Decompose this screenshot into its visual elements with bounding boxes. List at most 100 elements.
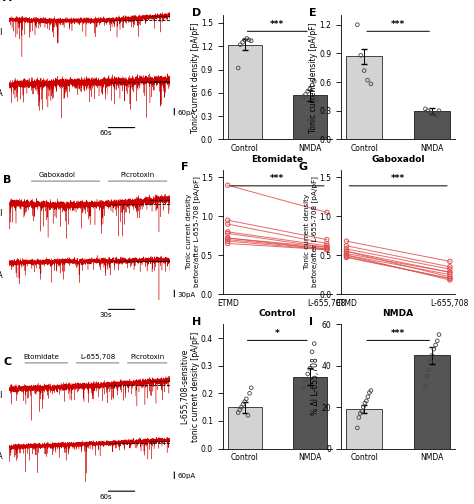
Text: E: E <box>310 8 317 18</box>
Point <box>224 235 231 243</box>
Point <box>358 407 365 415</box>
Point <box>247 384 255 392</box>
Point <box>304 87 311 95</box>
Bar <box>346 409 382 449</box>
Point <box>427 357 434 365</box>
Text: ***: *** <box>391 329 405 338</box>
Point <box>224 220 231 228</box>
Point <box>360 403 367 411</box>
Point <box>237 403 245 411</box>
Point <box>421 383 429 391</box>
Text: B: B <box>3 175 11 185</box>
Text: Gaboxadol: Gaboxadol <box>39 172 76 178</box>
Point <box>224 239 231 247</box>
Point <box>446 274 454 282</box>
Point <box>313 389 320 397</box>
Point <box>224 229 231 237</box>
Point <box>310 340 318 348</box>
Text: *: * <box>275 329 280 338</box>
Point <box>364 76 371 84</box>
Text: 30pA: 30pA <box>178 292 196 298</box>
Point <box>323 245 331 253</box>
Point <box>428 351 436 359</box>
Point <box>431 110 438 118</box>
Point <box>300 384 307 392</box>
Point <box>343 247 350 256</box>
Text: NMDA: NMDA <box>0 89 3 98</box>
Point <box>306 364 314 372</box>
Point <box>224 228 231 236</box>
Point <box>446 274 454 282</box>
Text: I: I <box>310 317 313 327</box>
Point <box>434 337 441 345</box>
Point <box>244 411 252 419</box>
Point <box>446 271 454 279</box>
Point <box>424 107 431 115</box>
Point <box>300 93 307 101</box>
Point <box>446 268 454 276</box>
Point <box>357 51 365 59</box>
Text: D: D <box>192 8 201 18</box>
Point <box>224 181 231 190</box>
Point <box>323 245 331 254</box>
X-axis label: Etomidate: Etomidate <box>251 155 303 164</box>
Y-axis label: Tonic current density [pA/pF]: Tonic current density [pA/pF] <box>309 22 318 133</box>
Point <box>446 268 454 276</box>
Text: Picrotoxin: Picrotoxin <box>130 354 164 360</box>
Text: F: F <box>182 162 189 172</box>
Point <box>241 36 248 44</box>
Y-axis label: Tonic current density
before/after L-655-708 [pA/pF]: Tonic current density before/after L-655… <box>304 176 318 287</box>
Point <box>343 249 350 258</box>
Point <box>323 245 331 253</box>
Point <box>224 237 231 245</box>
Text: ***: *** <box>270 174 284 183</box>
Point <box>343 251 350 259</box>
Point <box>343 251 350 259</box>
Text: Control: Control <box>0 391 3 400</box>
Point <box>304 370 311 378</box>
Point <box>302 90 310 98</box>
Bar <box>346 56 382 140</box>
Point <box>306 85 314 93</box>
Point <box>343 245 350 253</box>
Point <box>323 235 331 243</box>
Bar <box>414 111 450 140</box>
Text: Etomidate: Etomidate <box>24 354 59 360</box>
Point <box>224 234 231 242</box>
Point <box>343 237 350 245</box>
X-axis label: Gaboxadol: Gaboxadol <box>372 155 425 164</box>
Bar <box>228 45 262 140</box>
Text: NMDA: NMDA <box>0 453 3 461</box>
Bar <box>414 355 450 449</box>
Text: ***: *** <box>270 20 284 29</box>
Text: 30s: 30s <box>99 312 112 318</box>
Point <box>310 77 318 85</box>
Point <box>246 389 254 397</box>
Point <box>313 95 320 103</box>
Text: 60s: 60s <box>99 493 112 499</box>
X-axis label: Control: Control <box>259 309 296 318</box>
Point <box>323 243 331 251</box>
Text: 60pA: 60pA <box>178 110 196 116</box>
Point <box>355 413 363 421</box>
Y-axis label: Tonic current density [pA/pF]: Tonic current density [pA/pF] <box>191 22 200 133</box>
Text: A: A <box>3 0 12 3</box>
Bar <box>293 95 327 140</box>
Bar <box>293 376 327 449</box>
Point <box>343 247 350 256</box>
Point <box>446 263 454 271</box>
Y-axis label: % ΔI L-655,708: % ΔI L-655,708 <box>311 357 320 415</box>
Point <box>239 38 246 46</box>
Text: L-655,708: L-655,708 <box>80 354 115 360</box>
Point <box>245 36 253 44</box>
Point <box>234 64 242 72</box>
Point <box>237 41 244 49</box>
Point <box>430 345 438 353</box>
Point <box>224 216 231 224</box>
Point <box>354 424 361 432</box>
X-axis label: NMDA: NMDA <box>383 309 414 318</box>
Point <box>433 111 440 119</box>
Point <box>446 258 454 266</box>
Text: ***: *** <box>391 20 405 29</box>
Point <box>243 395 250 403</box>
